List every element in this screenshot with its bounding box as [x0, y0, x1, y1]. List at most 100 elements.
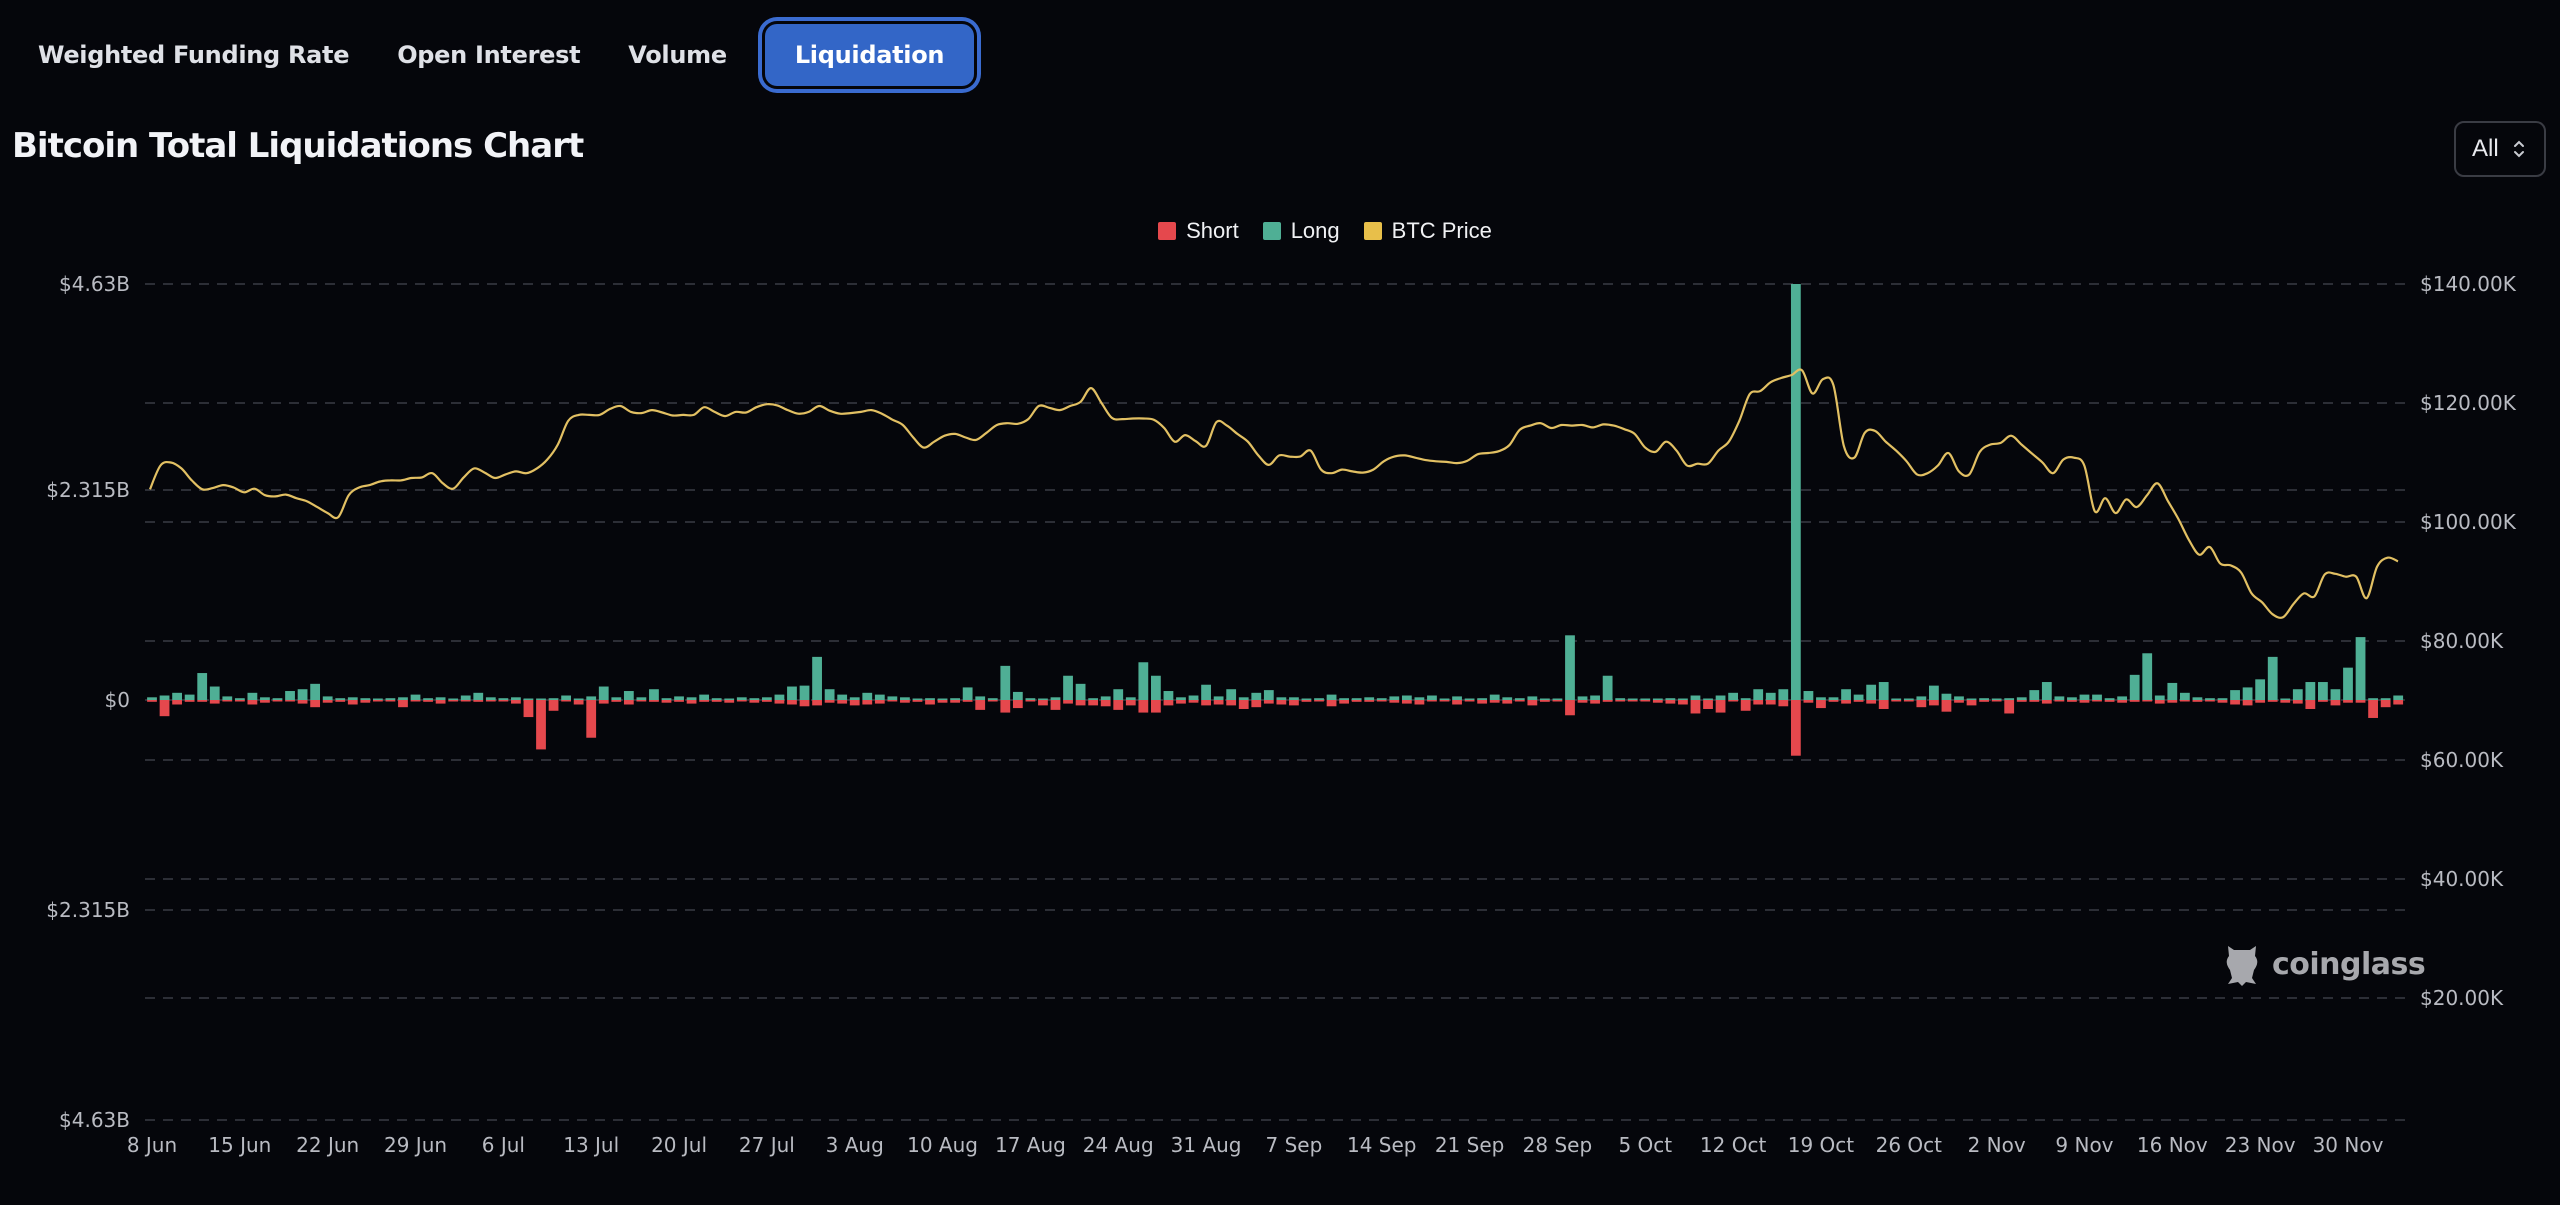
- coinglass-logo-icon: [2226, 946, 2258, 986]
- x-axis-tick: 6 Jul: [482, 1133, 525, 1157]
- short-bar: [649, 700, 659, 702]
- short-bar: [2016, 700, 2027, 702]
- short-bar: [1163, 700, 1174, 706]
- x-axis-tick: 23 Nov: [2225, 1133, 2296, 1157]
- short-bar: [1314, 700, 1324, 702]
- long-bar: [2217, 698, 2228, 700]
- long-bar: [1740, 698, 1751, 700]
- long-bar: [2041, 682, 2052, 700]
- short-bar: [1841, 700, 1851, 704]
- long-bar: [1590, 695, 1600, 700]
- short-bar: [1790, 700, 1801, 756]
- long-bar: [661, 698, 672, 700]
- liquidation-bars: [147, 284, 2404, 756]
- long-bar: [1339, 698, 1350, 700]
- long-bar: [2054, 696, 2065, 700]
- long-bar: [2318, 682, 2328, 700]
- long-bar: [774, 694, 785, 700]
- watermark-text: coinglass: [2272, 946, 2426, 982]
- short-bar: [975, 700, 986, 710]
- long-bar: [2230, 690, 2240, 700]
- x-axis-tick: 20 Jul: [651, 1133, 707, 1157]
- long-bar: [1966, 698, 1977, 700]
- long-bar: [1138, 662, 1149, 700]
- short-bar: [1063, 700, 1073, 704]
- short-bar: [1012, 700, 1023, 709]
- short-bar: [1376, 700, 1387, 702]
- long-bar: [536, 698, 546, 700]
- short-bar: [1916, 700, 1927, 708]
- short-bar: [711, 700, 722, 702]
- long-bar: [2079, 694, 2090, 700]
- short-bar: [1113, 700, 1124, 710]
- long-bar: [900, 697, 910, 700]
- long-bar: [1427, 695, 1437, 700]
- short-bar: [2242, 700, 2253, 706]
- short-bar: [2067, 700, 2077, 702]
- long-bar: [1364, 697, 1375, 700]
- tab-weighted-funding-rate[interactable]: Weighted Funding Rate: [38, 41, 350, 69]
- short-bar: [2029, 700, 2040, 702]
- tab-volume[interactable]: Volume: [628, 41, 727, 69]
- short-bar: [2054, 700, 2065, 702]
- short-bar: [460, 700, 471, 702]
- long-bar: [1401, 695, 1412, 700]
- tab-open-interest[interactable]: Open Interest: [397, 41, 581, 69]
- short-bar: [197, 700, 208, 702]
- long-bar: [1176, 697, 1186, 700]
- tab-liquidation[interactable]: Liquidation: [764, 24, 975, 86]
- left-y-axis: $4.63B $2.315B $0 $2.315B $4.63B: [46, 272, 130, 1132]
- short-bar: [1075, 700, 1086, 706]
- short-bar: [1652, 700, 1663, 703]
- long-bar: [2305, 682, 2316, 700]
- short-bar: [736, 700, 747, 702]
- long-bar: [1903, 698, 1914, 700]
- left-axis-tick: $4.63B: [59, 272, 130, 296]
- short-bar: [2104, 700, 2115, 702]
- long-bar: [2330, 689, 2341, 700]
- short-bar: [674, 700, 684, 702]
- short-bar: [272, 700, 283, 702]
- long-bar: [2242, 687, 2253, 700]
- long-bar: [1100, 696, 1111, 700]
- short-bar: [1351, 700, 1362, 702]
- x-axis-tick: 2 Nov: [1968, 1133, 2026, 1157]
- legend-swatch-btc-price: [1363, 222, 1382, 240]
- legend-item-btc-price[interactable]: BTC Price: [1363, 218, 1492, 244]
- short-bar: [1602, 700, 1613, 702]
- long-bar: [1941, 693, 1952, 700]
- short-bar: [2292, 700, 2303, 704]
- long-bar: [1678, 698, 1688, 700]
- short-bar: [410, 700, 421, 702]
- short-bar: [1477, 700, 1488, 704]
- short-bar: [1565, 700, 1575, 716]
- short-bar: [423, 700, 433, 702]
- long-bar: [310, 683, 321, 700]
- long-bar: [1602, 675, 1613, 700]
- long-bar: [2129, 674, 2140, 700]
- legend-item-long[interactable]: Long: [1262, 218, 1340, 244]
- legend-label-long: Long: [1290, 218, 1340, 243]
- short-bar: [335, 700, 346, 702]
- legend-item-short[interactable]: Short: [1158, 218, 1239, 244]
- btc-price-line: [148, 368, 2399, 619]
- long-bar: [1075, 683, 1086, 700]
- long-bar: [1276, 697, 1287, 700]
- long-bar: [2004, 698, 2015, 700]
- short-bar: [2230, 700, 2240, 705]
- long-bar: [2380, 698, 2391, 700]
- short-bar: [1590, 700, 1600, 704]
- long-bar: [147, 697, 157, 700]
- short-bar: [1866, 700, 1877, 704]
- legend-swatch-long: [1262, 222, 1281, 240]
- range-select[interactable]: All: [2454, 121, 2546, 177]
- short-bar: [1740, 700, 1751, 711]
- short-bar: [1527, 700, 1538, 706]
- long-bar: [1803, 691, 1814, 700]
- short-bar: [1954, 700, 1964, 703]
- coinglass-watermark: coinglass: [2222, 940, 2426, 988]
- long-bar: [1565, 635, 1575, 700]
- long-bar: [912, 698, 923, 700]
- long-bar: [247, 692, 258, 700]
